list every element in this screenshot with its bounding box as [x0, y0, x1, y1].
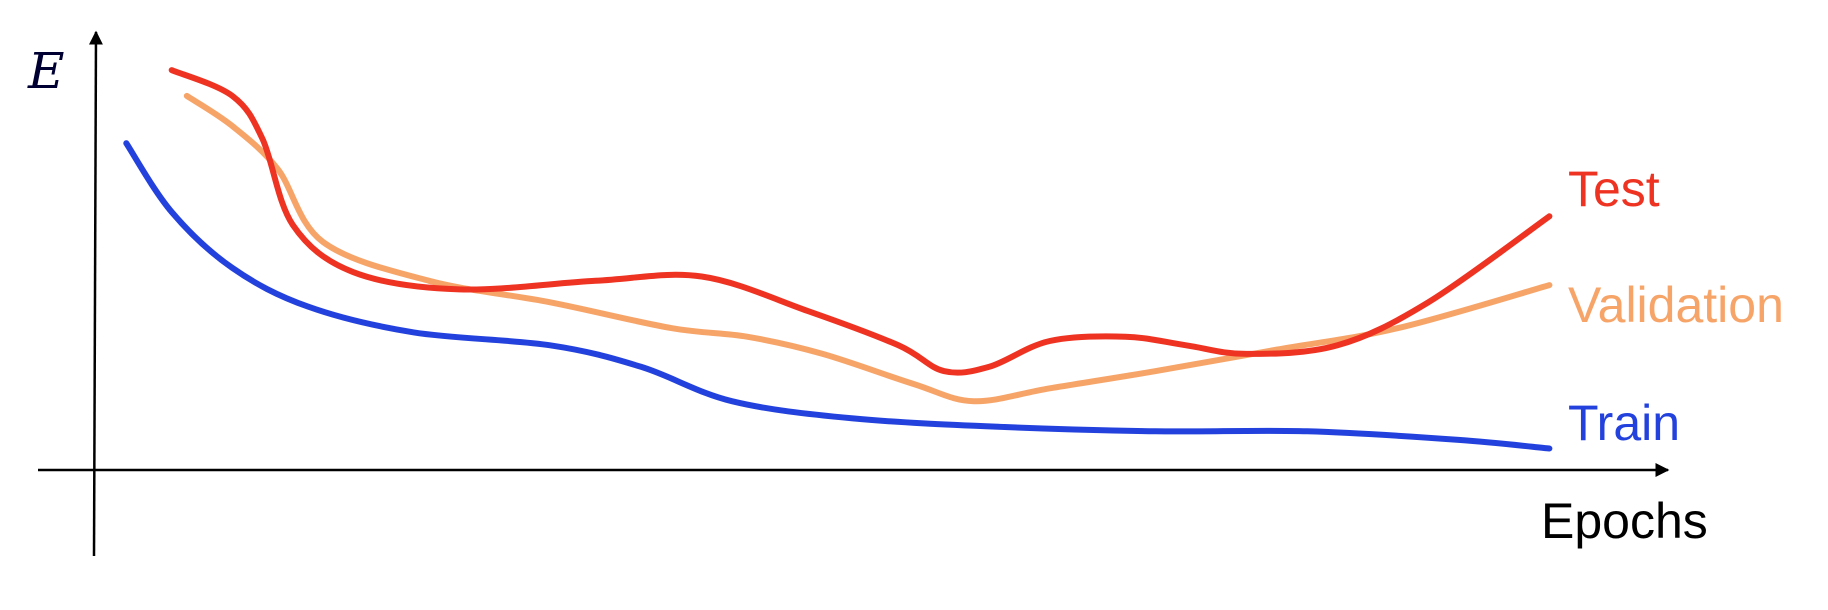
y-axis-label: E: [27, 42, 65, 100]
series-line-validation: [183, 92, 1553, 405]
series-label-layer: Test Validation Train: [1568, 161, 1784, 451]
series-label-validation: Validation: [1568, 277, 1784, 333]
x-axis-label: Epochs: [1541, 493, 1708, 549]
series-label-test: Test: [1568, 161, 1660, 217]
series-line-test: [168, 67, 1553, 376]
series-label-train: Train: [1568, 395, 1680, 451]
series-layer: [123, 67, 1553, 452]
series-line-train: [123, 140, 1553, 452]
y-axis: [88, 30, 103, 557]
